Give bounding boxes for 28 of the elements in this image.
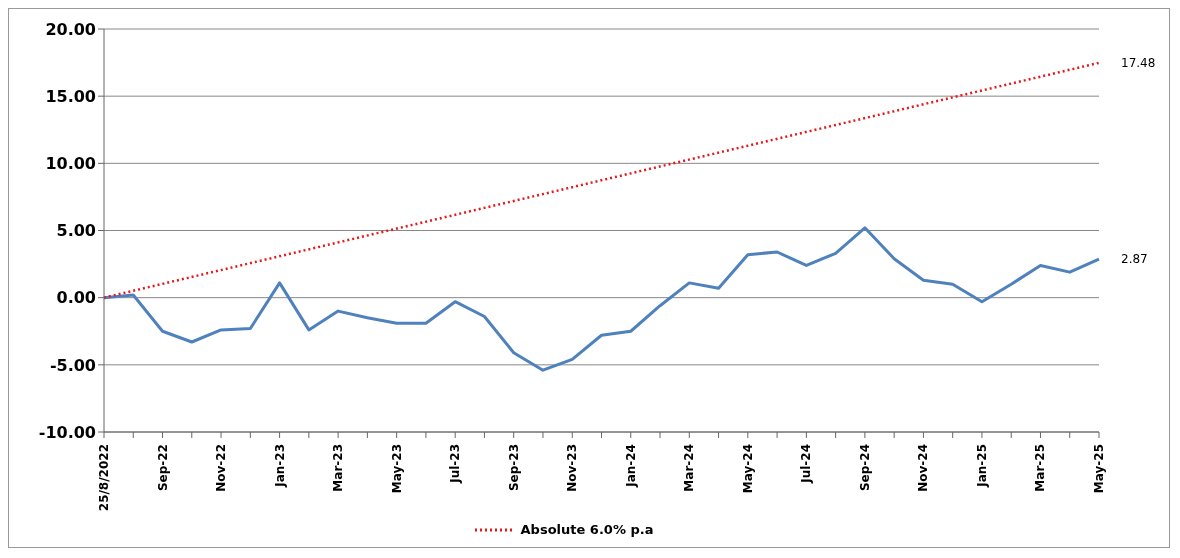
y-tick-label: 5.00 [56, 221, 96, 241]
x-tick-label: Sep-24 [857, 444, 872, 492]
x-tick-label: May-23 [389, 444, 404, 494]
x-tick-label: Jan-25 [974, 444, 989, 488]
x-tick-label: Mar-25 [1033, 444, 1048, 492]
x-tick-label: May-24 [740, 444, 755, 494]
y-tick-label: 10.00 [45, 154, 96, 174]
data-label: 17.48 [1121, 55, 1156, 70]
y-tick-label: -5.00 [49, 355, 96, 375]
data-label: 2.87 [1121, 252, 1148, 267]
x-tick-label: May-25 [1092, 444, 1106, 494]
x-tick-label: Jan-24 [623, 444, 638, 488]
legend-label: Absolute 6.0% p.a [520, 522, 654, 537]
y-tick-label: 0.00 [56, 288, 96, 308]
x-tick-label: Nov-23 [565, 444, 580, 492]
x-tick-label: Jan-23 [272, 444, 287, 488]
y-tick-label: 15.00 [45, 86, 96, 106]
x-tick-label: Nov-24 [916, 444, 931, 492]
x-tick-label: Sep-22 [155, 444, 170, 492]
y-tick-label: -10.00 [38, 422, 96, 442]
x-tick-label: 25/8/2022 [97, 444, 111, 512]
y-tick-label: 20.00 [45, 19, 96, 39]
x-tick-label: Mar-23 [331, 444, 346, 492]
x-tick-label: Mar-24 [682, 444, 697, 492]
x-tick-label: Sep-23 [506, 444, 521, 492]
x-tick-label: Nov-22 [214, 444, 229, 492]
x-tick-label: Jul-24 [799, 444, 814, 484]
x-tick-label: Jul-23 [448, 444, 463, 484]
